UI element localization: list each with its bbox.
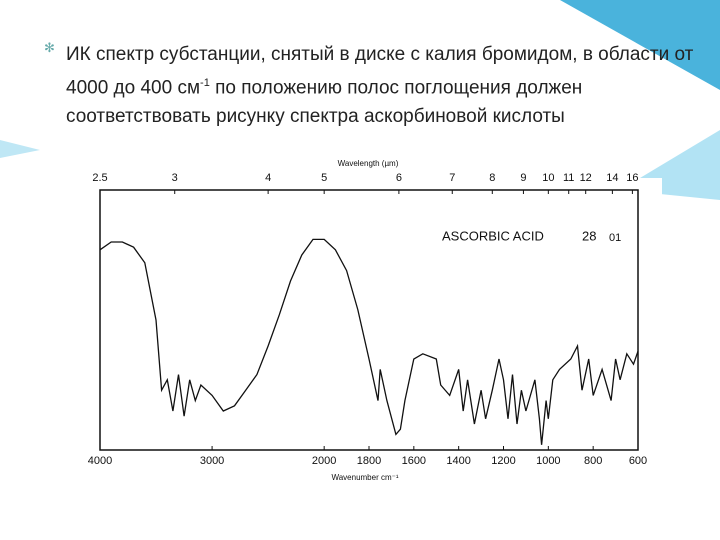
superscript: -1 xyxy=(200,77,210,89)
top-tick-label: 14 xyxy=(606,172,618,184)
top-tick-label: 6 xyxy=(396,172,402,184)
spectrum-line xyxy=(99,238,639,445)
x-tick-label: 1400 xyxy=(446,455,470,467)
decoration xyxy=(0,140,40,158)
x-tick-label: 4000 xyxy=(88,455,112,467)
top-tick-label: 7 xyxy=(449,172,455,184)
x-tick-label: 2000 xyxy=(312,455,336,467)
top-tick-label: 4 xyxy=(265,172,271,184)
top-tick-label: 9 xyxy=(520,172,526,184)
bullet-icon: ✻ xyxy=(44,40,55,55)
x-tick-label: 1000 xyxy=(536,455,560,467)
top-tick-label: 16 xyxy=(626,172,638,184)
annotation: 01 xyxy=(609,232,621,244)
x-tick-label: 1200 xyxy=(491,455,515,467)
text: ИК спектр субстанции, снятый в диске с к… xyxy=(66,44,694,99)
top-tick-label: 11 xyxy=(563,172,574,184)
top-axis-title: Wavelength (µm) xyxy=(338,159,399,168)
chart: 4000 3000 2000 1800 1600 1400 1200 1000 800 600 2.… xyxy=(88,159,647,482)
bullet-text: ИК спектр субстанции, снятый в диске с к… xyxy=(66,40,696,131)
x-tick-label: 1600 xyxy=(402,455,426,467)
top-tick-label: 12 xyxy=(580,172,592,184)
chart-background xyxy=(78,178,662,490)
x-tick-label: 800 xyxy=(584,455,602,467)
top-tick-label: 5 xyxy=(321,172,327,184)
top-tick-label: 2.5 xyxy=(92,172,107,184)
top-tick-label: 8 xyxy=(489,172,495,184)
x-tick-label: 1800 xyxy=(357,455,381,467)
decoration xyxy=(560,0,720,90)
top-tick-label: 10 xyxy=(542,172,554,184)
annotation: ASCORBIC ACID xyxy=(442,228,544,243)
x-axis-title: Wavenumber cm⁻¹ xyxy=(331,473,398,482)
annotation: 28 xyxy=(582,228,596,243)
x-tick-label: 3000 xyxy=(200,455,224,467)
text: по положению полос поглощения должен соо… xyxy=(66,77,583,128)
x-tick-label: 600 xyxy=(629,455,647,467)
top-tick-label: 3 xyxy=(172,172,178,184)
